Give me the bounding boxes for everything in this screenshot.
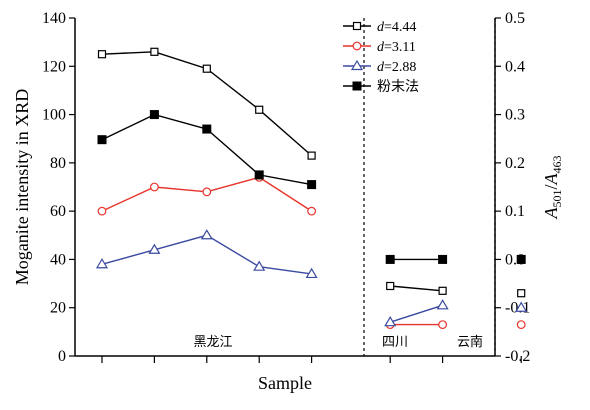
data-point	[149, 182, 159, 192]
left-y-tick-label: 80	[50, 155, 66, 172]
left-y-axis-title: Moganite intensity in XRD	[12, 89, 32, 286]
region-label: 黑龙江	[193, 335, 232, 350]
data-point	[305, 267, 318, 279]
legend-label: d=4.44	[377, 20, 416, 35]
right-y-tick-label: 0.1	[505, 203, 525, 220]
legend-label: d=3.11	[377, 40, 416, 55]
data-point	[202, 124, 212, 134]
left-y-tick-label: 20	[50, 300, 66, 317]
series-line	[390, 285, 443, 292]
right-y-title-slash: /	[541, 184, 561, 189]
region-label: 云南	[457, 334, 483, 350]
data-point	[385, 254, 395, 264]
series	[97, 47, 526, 298]
legend: d=4.44 d=3.11 d=2.88 粉末法	[343, 20, 419, 95]
series	[97, 172, 526, 330]
series-layer	[95, 47, 528, 330]
data-point	[438, 286, 447, 295]
right-y-tick-label: 0.4	[505, 58, 525, 75]
legend-item: d=2.88	[343, 59, 416, 75]
data-point	[438, 320, 448, 330]
left-y-tick-label: 120	[42, 58, 66, 75]
x-axis-title: Sample	[258, 373, 312, 393]
region-label: 四川	[382, 335, 408, 350]
data-point	[517, 289, 526, 298]
left-y-tick-label: 0	[58, 348, 66, 365]
data-point	[515, 301, 528, 312]
series	[95, 229, 528, 327]
data-point	[97, 50, 107, 59]
data-point	[150, 47, 159, 56]
series	[97, 110, 526, 264]
data-point	[307, 151, 316, 160]
series-line	[389, 304, 443, 323]
right-y-tick-label: -0.2	[505, 348, 530, 365]
data-point	[438, 254, 448, 264]
right-y-title-sub1: 501	[550, 190, 564, 208]
data-point	[200, 229, 213, 240]
legend-label: 粉末法	[377, 79, 419, 95]
left-y-tick-label: 100	[42, 107, 66, 124]
data-point	[149, 110, 159, 120]
data-point	[352, 81, 362, 91]
right-y-title-sub2: 463	[550, 155, 564, 173]
region-labels: 黑龙江 四川 云南	[193, 334, 483, 350]
data-point	[384, 316, 397, 327]
data-point	[148, 243, 161, 254]
data-point	[97, 206, 107, 216]
data-point	[95, 258, 109, 269]
legend-item: d=3.11	[343, 40, 416, 55]
data-point	[307, 180, 317, 190]
right-y-tick-label: 0.5	[505, 10, 525, 27]
data-point	[254, 170, 264, 180]
x-ticks	[101, 356, 522, 363]
data-point	[307, 206, 317, 216]
right-y-title-a2: A	[541, 172, 561, 185]
data-point	[202, 64, 211, 73]
right-y-tick-label: 0.3	[505, 107, 525, 124]
data-point	[202, 187, 212, 197]
data-point	[350, 59, 364, 71]
legend-item: 粉末法	[343, 79, 419, 95]
data-point	[436, 299, 449, 310]
left-y-ticks: 0 20 40 60 80 100 120 140	[42, 10, 75, 365]
right-y-title-a1: A	[541, 207, 561, 220]
data-point	[255, 105, 264, 114]
data-point	[352, 21, 362, 31]
legend-item: d=4.44	[343, 20, 416, 35]
data-point	[253, 260, 266, 271]
legend-label: d=2.88	[377, 60, 416, 75]
region-separators	[363, 18, 496, 356]
right-y-tick-label: 0.2	[505, 155, 525, 172]
left-y-tick-label: 40	[50, 251, 66, 268]
data-point	[386, 281, 395, 291]
data-point	[516, 320, 526, 330]
data-point	[97, 135, 107, 145]
left-y-tick-label: 60	[50, 203, 66, 220]
data-point	[516, 254, 526, 264]
data-point	[352, 41, 362, 51]
right-y-axis-title: A501/A463	[541, 155, 564, 219]
left-y-tick-label: 140	[42, 10, 66, 27]
